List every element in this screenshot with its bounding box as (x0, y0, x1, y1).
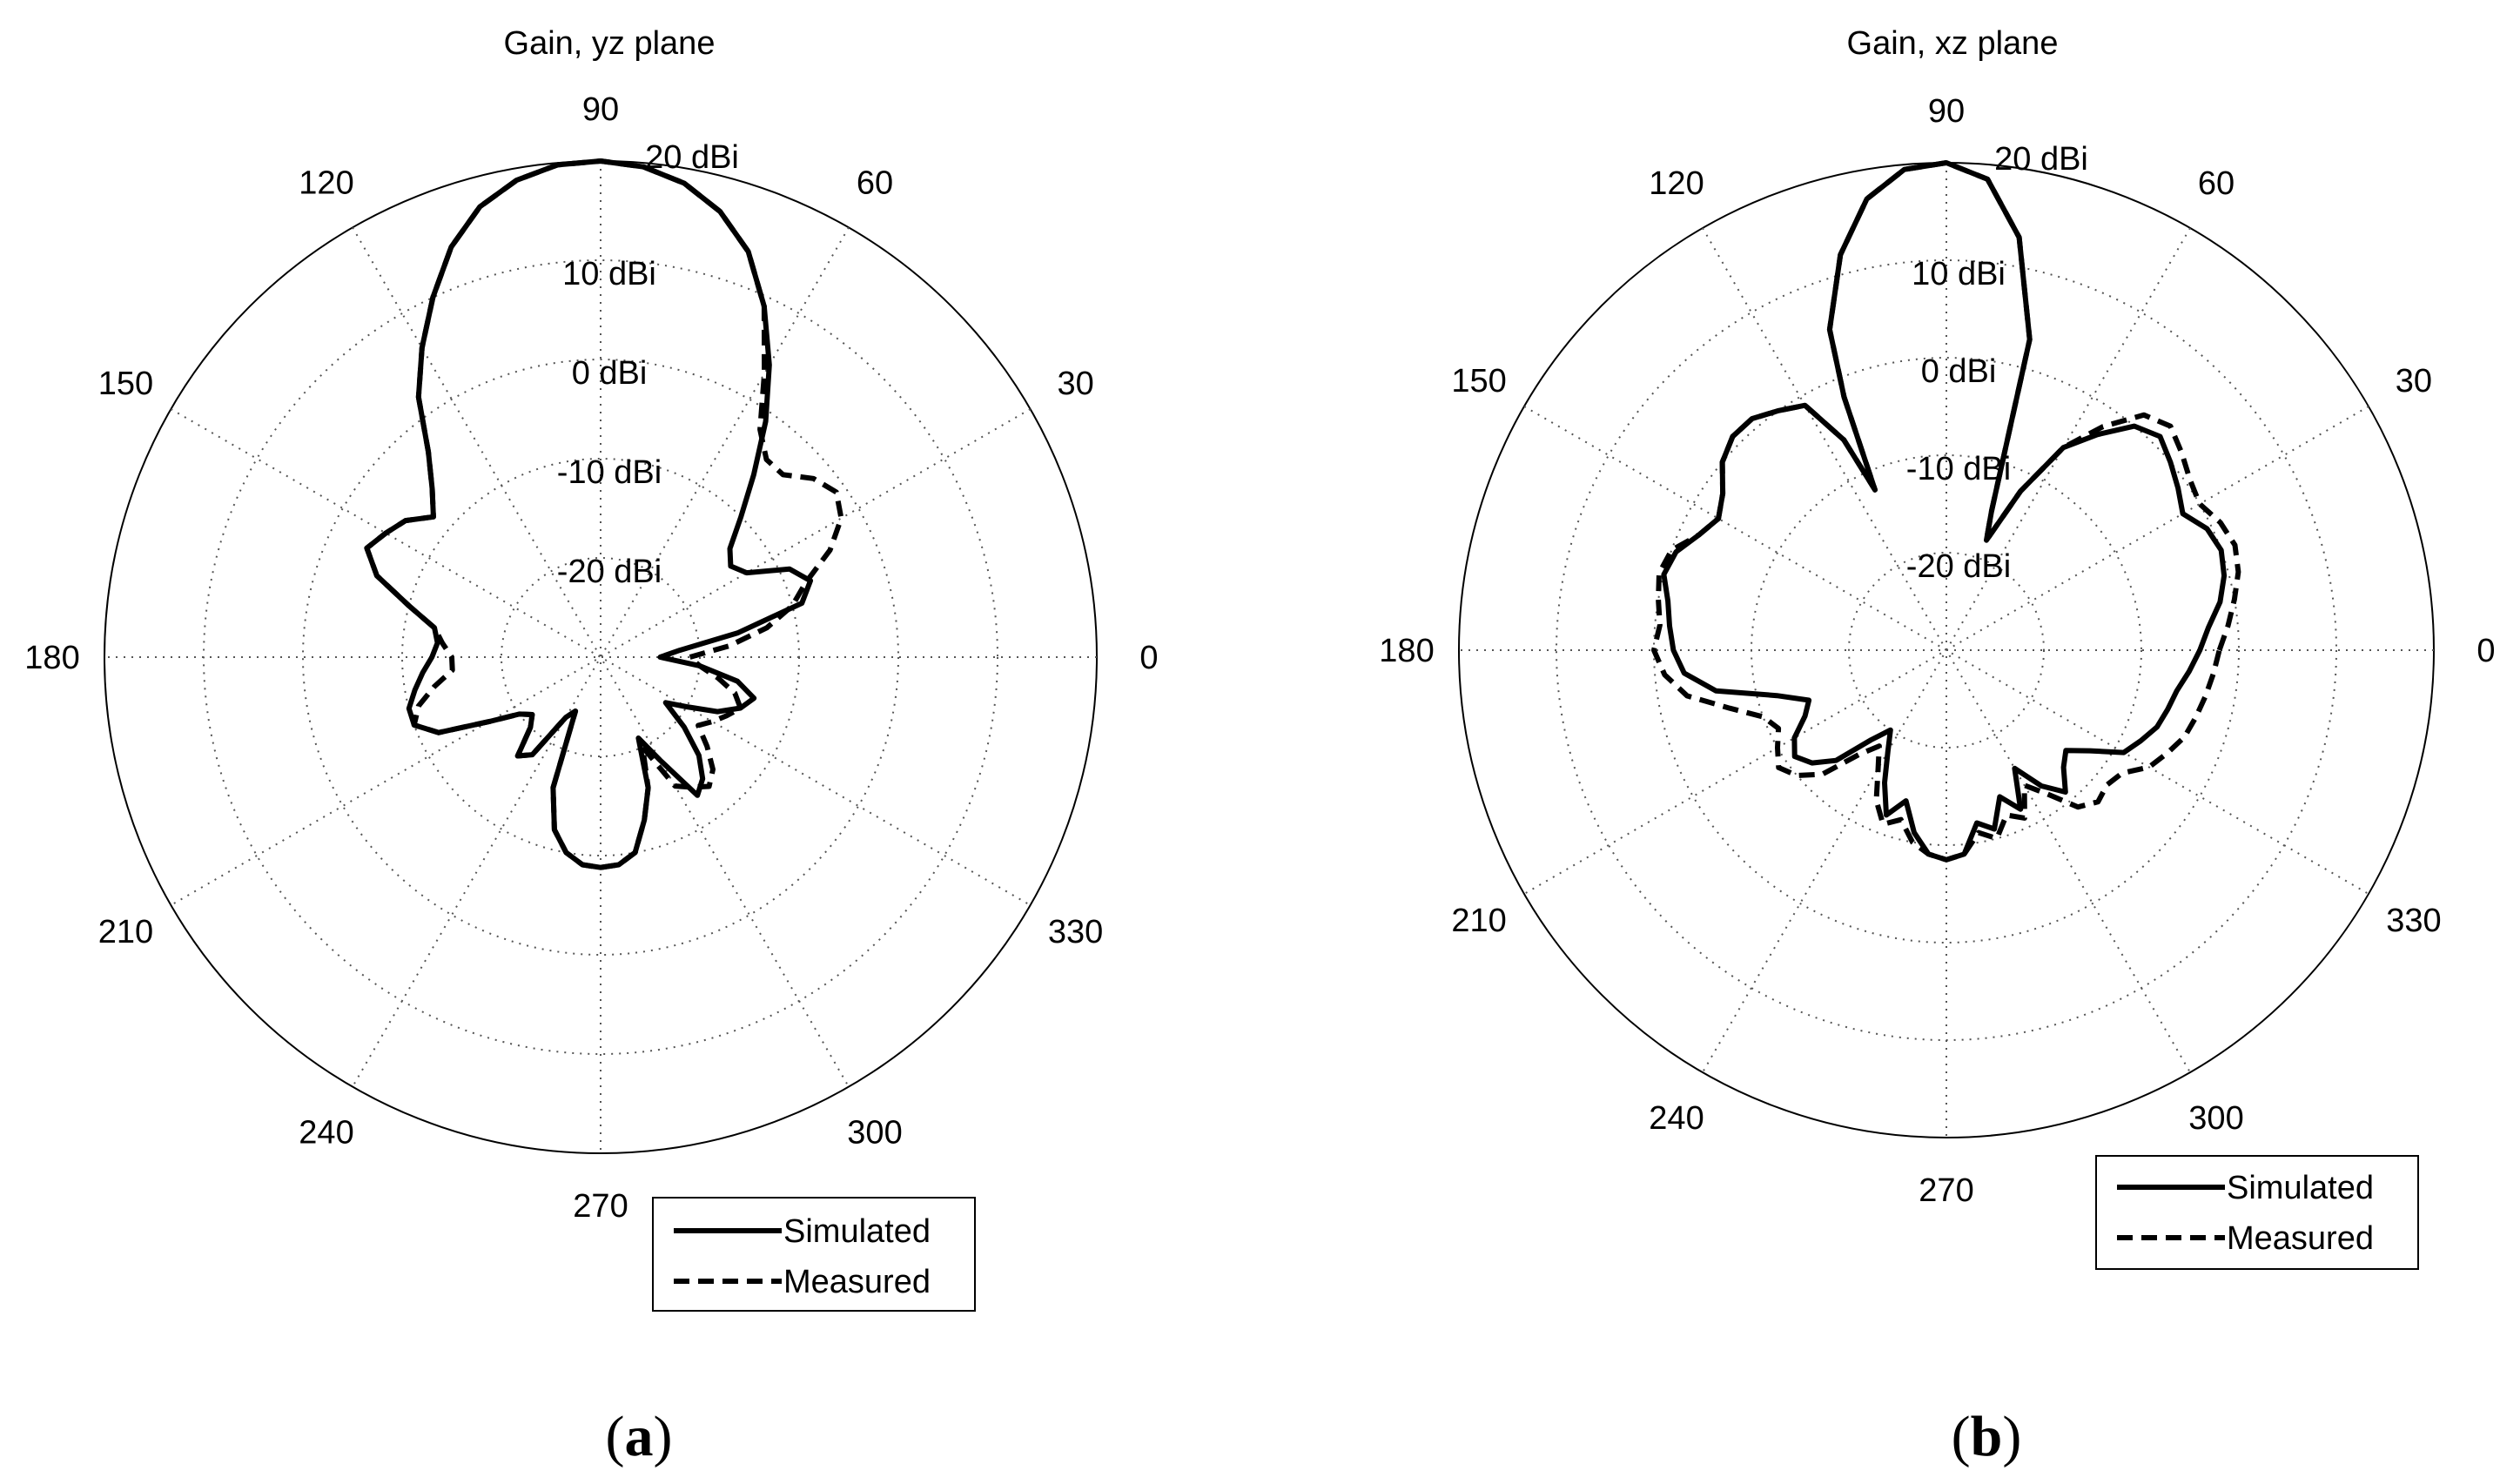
radial-tick-label-a: 0 dBi (572, 355, 648, 392)
radial-tick-label-b: -10 dBi (1906, 451, 2011, 487)
angle-tick-label-a: 300 (847, 1115, 902, 1152)
grid-spoke-a (170, 408, 1032, 906)
chart-title-a: Gain, yz plane (504, 25, 716, 62)
angle-tick-label-a: 270 (573, 1188, 628, 1225)
grid-spoke-a (352, 226, 850, 1088)
angle-tick-label-b: 150 (1451, 363, 1506, 400)
caption-letter-b: b (1971, 1405, 2003, 1468)
angle-tick-labels-b: 0 30 60 90 120 150 180 210 240 270 300 330 (1379, 93, 2495, 1209)
caption-open-a: ( (606, 1405, 625, 1468)
angle-tick-label-b: 240 (1649, 1100, 1704, 1137)
grid-spoke-b (1523, 406, 2369, 895)
angle-tick-labels-a: 0 30 60 90 120 150 180 210 240 270 300 330 (24, 91, 1158, 1225)
radial-tick-labels-b: -20 dBi -10 dBi 0 dBi 10 dBi 20 dBi (1906, 141, 2088, 585)
angle-tick-label-b: 300 (2188, 1100, 2243, 1137)
angle-tick-label-b: 270 (1919, 1172, 1973, 1209)
polar-grid-a (104, 160, 1098, 1154)
angle-tick-label-b: 180 (1379, 633, 1434, 669)
angle-tick-label-a: 180 (24, 640, 79, 676)
angle-tick-label-b: 0 (2476, 633, 2495, 669)
caption-close-a: ) (654, 1405, 673, 1468)
legend-label-simulated-a: Simulated (783, 1213, 931, 1250)
grid-circle-b (1653, 357, 2240, 943)
radial-tick-label-b: 10 dBi (1912, 256, 2006, 292)
angle-tick-label-a: 210 (98, 914, 153, 950)
polar-chart-b: Gain, xz plane 0 30 60 90 120 150 180 210 240 270… (1379, 25, 2495, 1468)
polar-grid-b (1458, 162, 2435, 1138)
angle-tick-label-a: 150 (98, 366, 153, 402)
angle-tick-label-a: 120 (299, 165, 353, 201)
angle-tick-label-b: 60 (2198, 165, 2235, 202)
caption-open-b: ( (1952, 1405, 1971, 1468)
radial-tick-label-b: 0 dBi (1921, 353, 1997, 390)
angle-tick-label-b: 210 (1451, 903, 1506, 939)
legend-label-measured-a: Measured (783, 1264, 931, 1300)
grid-circle-a (501, 557, 701, 757)
grid-circle-b (1848, 552, 2045, 749)
angle-tick-label-b: 90 (1928, 93, 1965, 130)
legend-label-simulated-b: Simulated (2227, 1170, 2374, 1206)
panel-caption-b: (b) (1952, 1405, 2022, 1468)
panel-caption-a: (a) (606, 1405, 673, 1468)
series-layer-a (364, 158, 844, 870)
grid-spoke-a (170, 408, 1032, 906)
radial-tick-label-a: 10 dBi (562, 256, 656, 292)
radial-tick-label-a: -10 dBi (557, 454, 662, 491)
legend-b: Simulated Measured (2095, 1155, 2419, 1270)
angle-tick-label-a: 90 (582, 91, 619, 128)
series-simulated-b (1661, 160, 2228, 863)
angle-tick-label-b: 30 (2396, 363, 2432, 400)
grid-spoke-a (352, 226, 850, 1088)
angle-tick-label-a: 60 (857, 165, 893, 201)
chart-title-b: Gain, xz plane (1847, 25, 2059, 62)
series-measured-a (364, 158, 844, 870)
angle-tick-label-b: 330 (2386, 903, 2441, 939)
angle-tick-label-b: 120 (1649, 165, 1704, 202)
legend-box-a (652, 1197, 976, 1312)
radial-tick-label-b: -20 dBi (1906, 548, 2011, 585)
caption-close-b: ) (2002, 1405, 2021, 1468)
angle-tick-label-a: 330 (1048, 914, 1103, 950)
grid-circle-a (302, 359, 899, 956)
series-simulated-a (364, 158, 813, 870)
series-layer-b (1651, 160, 2241, 863)
radial-tick-label-a: 20 dBi (645, 139, 739, 176)
polar-chart-a: Gain, yz plane 0 30 60 90 120 150 180 210 240 270… (24, 25, 1158, 1468)
legend-label-measured-b: Measured (2227, 1220, 2374, 1257)
angle-tick-label-a: 30 (1057, 366, 1093, 402)
angle-tick-label-a: 240 (299, 1115, 353, 1152)
radial-tick-label-b: 20 dBi (1994, 141, 2088, 178)
radial-tick-labels-a: -20 dBi -10 dBi 0 dBi 10 dBi 20 dBi (557, 139, 739, 590)
angle-tick-label-a: 0 (1139, 640, 1158, 676)
caption-letter-a: a (625, 1405, 654, 1468)
legend-box-b (2095, 1155, 2419, 1270)
radial-tick-label-a: -20 dBi (557, 554, 662, 590)
legend-a: Simulated Measured (652, 1197, 976, 1312)
